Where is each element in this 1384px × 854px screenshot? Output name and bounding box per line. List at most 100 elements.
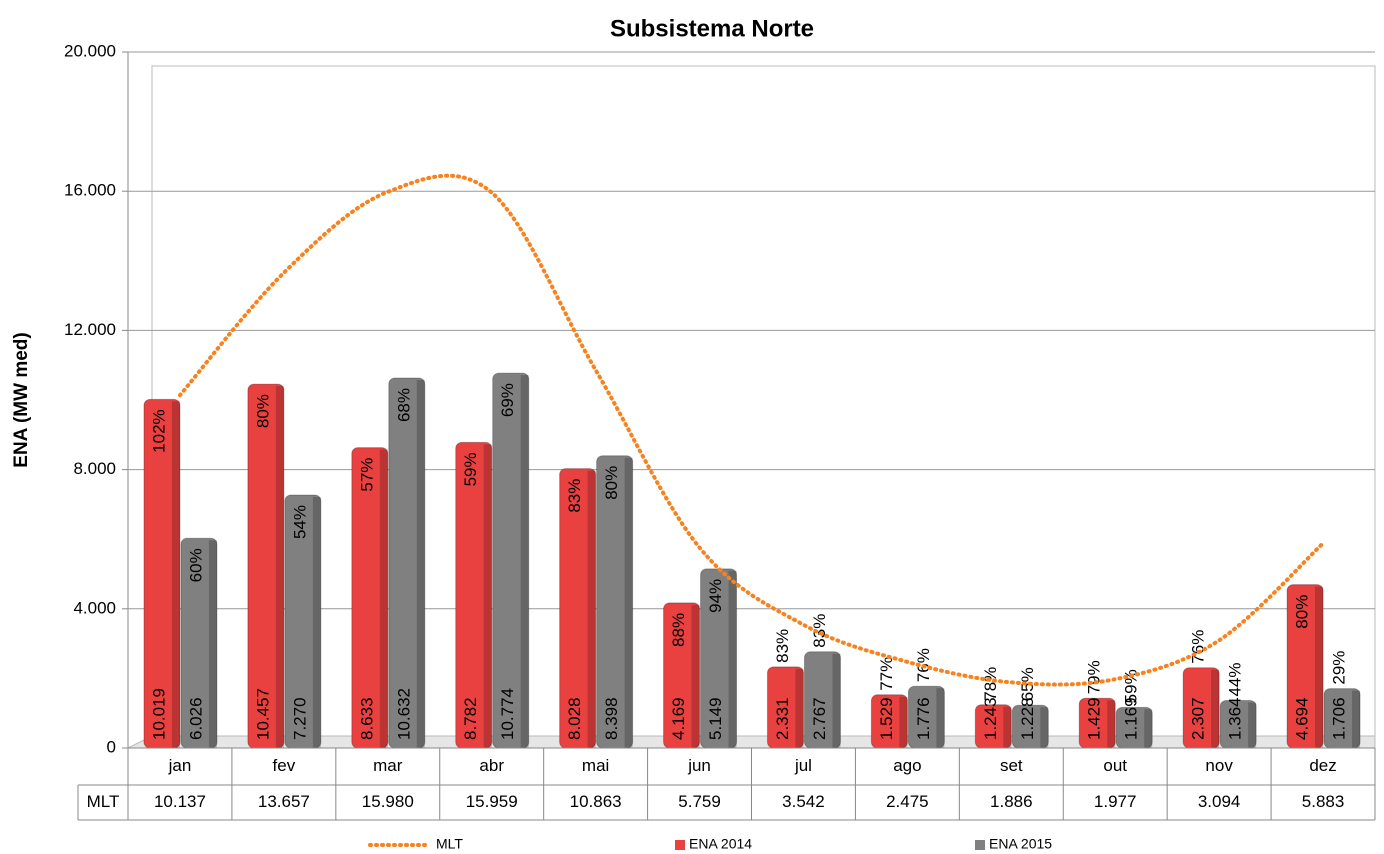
bar-side: [379, 449, 388, 748]
x-tick-label: abr: [479, 756, 504, 775]
table-value: 1.977: [1094, 792, 1137, 811]
percent-label: 102%: [149, 409, 168, 452]
percent-label: 44%: [1226, 663, 1245, 697]
percent-label: 69%: [498, 383, 517, 417]
bar-side: [1315, 586, 1324, 748]
table-value: 5.759: [678, 792, 721, 811]
bar-side: [728, 570, 737, 748]
value-label: 1.243: [981, 697, 1000, 740]
mlt-line: [177, 173, 1326, 687]
bar-side: [899, 696, 908, 748]
bar-side: [795, 668, 804, 748]
bar-side: [312, 497, 321, 748]
percent-label: 57%: [357, 458, 376, 492]
value-label: 2.307: [1189, 697, 1208, 740]
value-label: 4.169: [669, 697, 688, 740]
x-tick-label: out: [1103, 756, 1127, 775]
percent-label: 80%: [602, 466, 621, 500]
value-label: 6.026: [186, 697, 205, 740]
bar-side: [416, 380, 425, 748]
value-label: 4.694: [1293, 697, 1312, 740]
x-tick-label: set: [1000, 756, 1023, 775]
value-label: 10.774: [498, 688, 517, 740]
percent-label: 59%: [461, 452, 480, 486]
bar-side: [208, 540, 217, 748]
percent-label: 83%: [773, 629, 792, 663]
value-label: 10.457: [253, 688, 272, 740]
table-value: 10.137: [154, 792, 206, 811]
value-label: 8.028: [565, 697, 584, 740]
y-tick-label: 4.000: [73, 598, 116, 617]
legend-label: MLT: [436, 836, 463, 852]
y-tick-label: 16.000: [64, 181, 116, 200]
percent-label: 83%: [565, 479, 584, 513]
y-tick-label: 20.000: [64, 41, 116, 60]
value-label: 7.270: [290, 697, 309, 740]
table-value: 13.657: [258, 792, 310, 811]
legend-swatch: [675, 840, 685, 850]
percent-label: 80%: [253, 394, 272, 428]
percent-label: 88%: [669, 613, 688, 647]
value-label: 1.776: [914, 697, 933, 740]
percent-label: 78%: [981, 667, 1000, 701]
x-tick-label: jun: [687, 756, 711, 775]
table-value: 10.863: [570, 792, 622, 811]
table-value: 15.980: [362, 792, 414, 811]
bar-side: [691, 604, 700, 748]
percent-label: 60%: [186, 548, 205, 582]
legend-label: ENA 2015: [989, 836, 1052, 852]
bar-side: [1248, 702, 1257, 748]
value-label: 1.429: [1085, 697, 1104, 740]
x-tick-label: mai: [582, 756, 609, 775]
percent-label: 29%: [1330, 651, 1349, 685]
percent-label: 68%: [394, 388, 413, 422]
bar-side: [936, 688, 945, 748]
value-label: 5.149: [706, 697, 725, 740]
bar-side: [1107, 700, 1116, 748]
table-value: 3.094: [1198, 792, 1241, 811]
table-value: 5.883: [1302, 792, 1345, 811]
bar-side: [171, 401, 180, 748]
bar-side: [275, 386, 284, 748]
bar-side: [832, 653, 841, 748]
bar-side: [1003, 706, 1012, 748]
bar-side: [587, 470, 596, 748]
x-tick-label: jan: [168, 756, 192, 775]
table-value: 1.886: [990, 792, 1033, 811]
percent-label: 79%: [1085, 660, 1104, 694]
bar-side: [520, 375, 529, 748]
x-tick-label: mar: [373, 756, 403, 775]
percent-label: 83%: [810, 614, 829, 648]
value-label: 8.782: [461, 697, 480, 740]
bar-side: [483, 444, 492, 748]
bar-side: [624, 457, 633, 748]
value-label: 1.169: [1122, 697, 1141, 740]
value-label: 10.632: [394, 688, 413, 740]
bar-side: [1144, 709, 1153, 748]
legend-label: ENA 2014: [689, 836, 752, 852]
bar-side: [1352, 690, 1361, 748]
x-tick-label: nov: [1205, 756, 1233, 775]
x-tick-label: ago: [893, 756, 921, 775]
value-label: 1.228: [1018, 697, 1037, 740]
value-label: 10.019: [149, 688, 168, 740]
y-axis-label: ENA (MW med): [11, 332, 32, 467]
value-label: 8.633: [357, 697, 376, 740]
x-tick-label: fev: [273, 756, 296, 775]
percent-label: 77%: [877, 657, 896, 691]
x-tick-label: dez: [1309, 756, 1336, 775]
value-label: 8.398: [602, 697, 621, 740]
bar-side: [1211, 669, 1220, 748]
percent-label: 54%: [290, 505, 309, 539]
table-value: 2.475: [886, 792, 929, 811]
legend-swatch: [975, 840, 985, 850]
value-label: 2.767: [810, 697, 829, 740]
value-label: 1.706: [1330, 697, 1349, 740]
chart-title: Subsistema Norte: [610, 15, 814, 42]
value-label: 1.529: [877, 697, 896, 740]
percent-label: 65%: [1018, 667, 1037, 701]
x-tick-label: jul: [794, 756, 812, 775]
table-value: 15.959: [466, 792, 518, 811]
table-row-header: MLT: [87, 792, 120, 811]
